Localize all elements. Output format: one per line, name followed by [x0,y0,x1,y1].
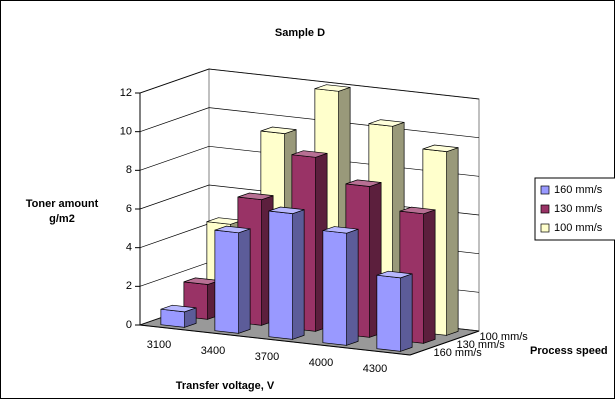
y-tick-label: 6 [126,203,132,215]
bar-top [322,226,359,234]
bar [376,270,413,352]
bar [160,304,197,328]
depth-axis-title: Process speed [530,345,608,357]
x-tick-label: 4300 [363,363,387,375]
chart-title: Sample D [275,27,325,39]
legend-label: 130 mm/s [554,203,603,215]
x-axis-title: Transfer voltage, V [176,380,275,392]
x-tick-label: 4000 [309,357,333,369]
x-tick-label: 3700 [255,351,279,363]
bar [268,206,305,340]
bar-top [422,144,459,153]
bar [322,226,359,346]
y-tick-label: 4 [126,242,132,254]
y-tick-label: 2 [126,280,132,292]
legend-swatch [540,185,550,195]
x-tick-label: 3100 [147,339,171,351]
bar-side [346,228,359,346]
bar-top [214,225,251,234]
y-tick-label: 0 [126,319,132,331]
bar-top [268,206,305,215]
y-axis-title: Toner amount [26,198,99,210]
y-tick-label: 8 [126,164,132,176]
legend-swatch [540,223,550,233]
bar [214,225,251,334]
bar-top [314,84,351,92]
depth-axis [409,330,480,356]
x-axis [139,324,411,356]
legend-swatch [540,204,550,214]
bar-side [446,147,459,336]
bar-top [376,270,413,279]
y-axis-title: g/m2 [49,213,75,225]
grid-line [139,68,480,100]
bar-side [423,209,436,344]
depth-tick-label: 160 mm/s [434,347,483,359]
depth-tick-label: 130 mm/s [457,339,506,351]
bar-top [160,304,197,313]
y-tick-label: 12 [120,87,132,99]
bar-top [260,126,297,135]
bar-side [292,209,305,340]
legend-label: 160 mm/s [554,184,603,196]
bar-side [400,273,413,352]
legend-label: 100 mm/s [554,222,603,234]
depth-tick-label: 100 mm/s [480,331,529,343]
bar-top [345,179,382,187]
bar-front [160,308,185,328]
y-tick-label: 10 [120,126,132,138]
bar-top [291,150,328,158]
bar-top [237,192,274,201]
bar-front [214,229,239,334]
bar-top [368,119,405,127]
bar-front [376,274,401,352]
bar-side [238,228,251,334]
bar-front [268,210,293,340]
bar-top [399,206,436,215]
bar-front [322,230,347,346]
x-tick-label: 3400 [201,345,225,357]
